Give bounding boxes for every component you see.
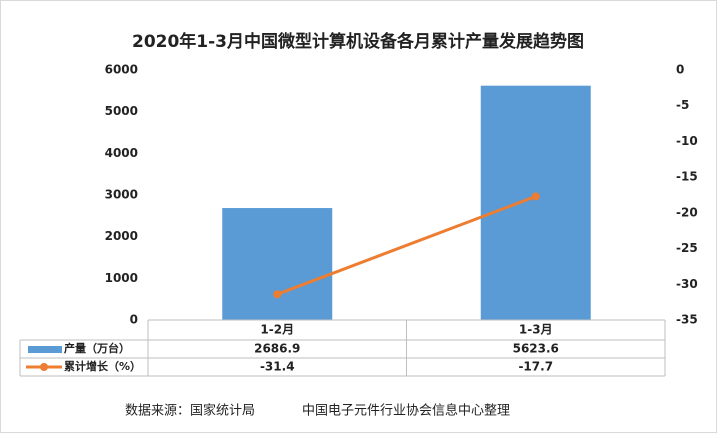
y-tick-label: 3000 [105, 188, 138, 202]
y2-tick-label: -20 [676, 205, 698, 219]
footer-note: 中国电子元件行业协会信息中心整理 [302, 403, 510, 419]
y2-tick-label: -10 [676, 134, 698, 148]
y2-tick-label: -15 [676, 170, 698, 184]
table-value: 2686.9 [254, 342, 300, 356]
x-tick-label: 1-2月 [260, 323, 294, 337]
line-point [531, 192, 540, 201]
bar [480, 85, 591, 320]
y-tick-label: 1000 [105, 271, 138, 285]
table-value: -17.7 [518, 360, 553, 374]
chart-title: 2020年1-3月中国微型计算机设备各月累计产量发展趋势图 [132, 31, 584, 52]
y2-tick-label: -5 [676, 98, 689, 112]
y-tick-label: 2000 [105, 229, 138, 243]
footer-source: 数据来源：国家统计局 [125, 403, 255, 419]
x-tick-label: 1-3月 [519, 323, 553, 337]
y2-tick-label: -35 [676, 313, 698, 327]
y2-tick-label: -25 [676, 241, 698, 255]
legend-label: 累计增长（%） [64, 359, 141, 373]
legend-label: 产量（万台） [64, 341, 130, 355]
line-point [273, 290, 282, 299]
y-tick-label: 5000 [105, 104, 138, 118]
table-value: -31.4 [260, 360, 295, 374]
y-tick-label: 0 [130, 313, 138, 327]
y2-tick-label: 0 [676, 63, 684, 77]
line [276, 195, 537, 296]
legend-marker [40, 363, 48, 371]
y-tick-label: 4000 [105, 146, 138, 160]
bar [222, 208, 333, 320]
y-tick-label: 6000 [105, 63, 138, 77]
legend-swatch [28, 346, 62, 353]
y2-tick-label: -30 [676, 277, 698, 291]
table-value: 5623.6 [513, 342, 559, 356]
